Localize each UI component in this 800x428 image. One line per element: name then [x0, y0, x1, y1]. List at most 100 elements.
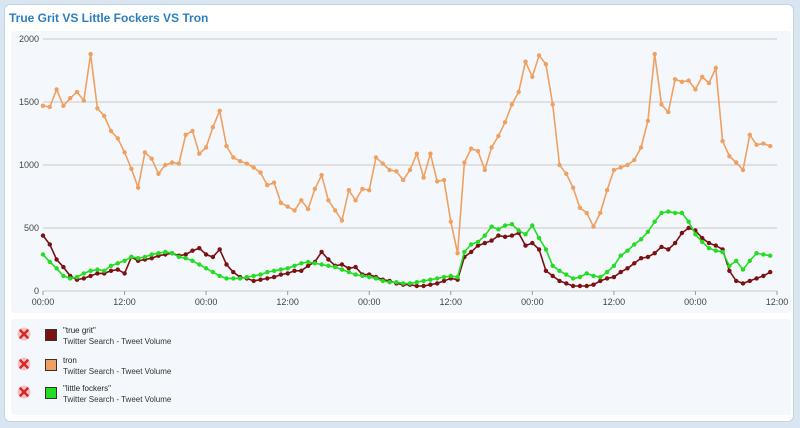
- data-point: [142, 254, 148, 260]
- data-point: [543, 62, 549, 67]
- data-point: [516, 228, 521, 233]
- data-point: [509, 233, 515, 238]
- data-point: [299, 261, 304, 266]
- data-point: [645, 118, 651, 124]
- data-point: [428, 282, 433, 287]
- data-point: [754, 276, 759, 281]
- data-point: [754, 142, 759, 147]
- data-point: [285, 266, 290, 271]
- data-point: [237, 276, 243, 281]
- data-point: [190, 248, 195, 253]
- data-point: [713, 248, 718, 253]
- data-point: [326, 198, 331, 203]
- data-point: [115, 136, 121, 141]
- data-point: [502, 234, 508, 239]
- data-point: [265, 276, 270, 281]
- data-point: [679, 210, 685, 216]
- data-point: [203, 145, 209, 150]
- data-point: [190, 258, 195, 263]
- data-point: [455, 251, 460, 256]
- data-point: [203, 266, 209, 271]
- data-point: [251, 278, 256, 284]
- data-point: [68, 96, 73, 101]
- data-point: [183, 256, 188, 261]
- data-point: [747, 258, 752, 263]
- remove-x-icon[interactable]: [17, 327, 31, 341]
- data-point: [489, 145, 494, 150]
- data-point: [666, 109, 671, 115]
- data-point: [761, 141, 766, 146]
- data-point: [536, 235, 542, 241]
- data-point: [530, 240, 535, 246]
- data-point: [81, 98, 87, 103]
- data-point: [387, 280, 392, 285]
- data-point: [122, 150, 127, 155]
- data-point: [231, 269, 236, 275]
- data-point: [713, 243, 718, 248]
- data-point: [142, 150, 148, 155]
- data-point: [380, 278, 385, 284]
- x-tick-label: 00:00: [358, 297, 381, 307]
- data-point: [74, 89, 80, 95]
- data-point: [516, 89, 521, 95]
- data-point: [584, 283, 589, 289]
- data-point: [659, 102, 664, 107]
- x-tick-label: 00:00: [195, 297, 218, 307]
- data-point: [217, 247, 222, 252]
- data-point: [115, 261, 121, 266]
- data-point: [489, 224, 494, 229]
- data-point: [210, 269, 216, 275]
- data-point: [244, 274, 250, 280]
- data-point: [95, 106, 100, 111]
- data-point: [693, 232, 698, 237]
- data-point: [108, 263, 114, 268]
- data-point: [210, 125, 216, 130]
- data-point: [496, 133, 501, 139]
- data-point: [163, 249, 168, 255]
- data-point: [469, 146, 474, 151]
- data-point: [455, 274, 460, 280]
- data-point: [176, 254, 182, 260]
- data-point: [441, 278, 447, 284]
- data-point: [224, 276, 229, 281]
- data-point: [47, 104, 52, 110]
- data-point: [435, 281, 440, 286]
- data-point: [102, 268, 107, 273]
- legend-series-name: "true grit": [63, 326, 96, 335]
- data-point: [591, 224, 596, 229]
- chart-area: 0 500 1000 1500 2000 00:00 12:00 00:00 12:00 00:0…: [11, 31, 791, 313]
- data-point: [95, 267, 100, 272]
- data-point: [557, 268, 562, 273]
- legend-series-source: Twitter Search - Tweet Volume: [63, 337, 172, 346]
- data-point: [102, 113, 107, 119]
- legend-item-little-fockers: "little fockers" Twitter Search - Tweet …: [11, 383, 411, 411]
- data-point: [305, 263, 311, 268]
- legend: "true grit" Twitter Search - Tweet Volum…: [11, 319, 791, 415]
- data-point: [61, 264, 66, 270]
- legend-series-name: "little fockers": [63, 384, 111, 393]
- data-point: [305, 206, 311, 212]
- remove-x-icon[interactable]: [17, 385, 31, 399]
- legend-swatch: [45, 387, 57, 399]
- data-point: [421, 278, 426, 284]
- data-point: [312, 261, 318, 266]
- data-point: [88, 273, 93, 279]
- x-tick-label: 12:00: [440, 297, 463, 307]
- data-point: [54, 266, 59, 271]
- legend-series-source: Twitter Search - Tweet Volume: [63, 367, 172, 376]
- x-tick-label: 12:00: [113, 297, 136, 307]
- data-point: [686, 225, 691, 231]
- remove-x-icon[interactable]: [17, 357, 31, 371]
- data-point: [353, 272, 358, 277]
- data-point: [265, 269, 270, 275]
- data-point: [156, 171, 161, 176]
- legend-swatch: [45, 359, 57, 371]
- data-point: [360, 273, 365, 279]
- data-point: [740, 167, 746, 173]
- data-point: [373, 155, 379, 160]
- data-point: [768, 269, 773, 275]
- data-point: [197, 246, 202, 251]
- data-point: [360, 186, 365, 192]
- data-point: [482, 240, 487, 246]
- data-point: [394, 169, 399, 174]
